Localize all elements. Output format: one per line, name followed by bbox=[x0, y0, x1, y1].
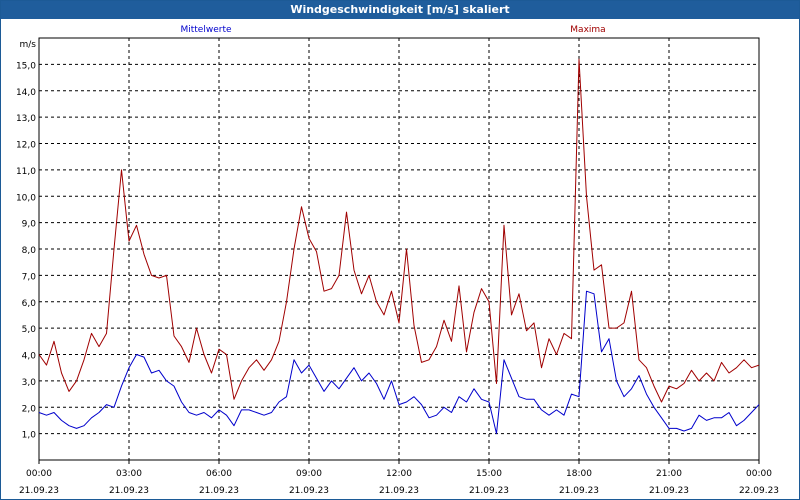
y-tick-label: 2,0 bbox=[22, 404, 37, 414]
y-tick-label: 12,0 bbox=[16, 141, 36, 151]
x-tick-date: 22.09.23 bbox=[739, 486, 779, 496]
plot-frame bbox=[38, 37, 760, 461]
series-line-mittelwerte bbox=[38, 290, 760, 435]
series-line-maxima bbox=[38, 58, 760, 403]
x-tick-time: 06:00 bbox=[206, 469, 232, 479]
y-tick-label: 15,0 bbox=[16, 61, 36, 71]
y-tick-label: 10,0 bbox=[16, 193, 36, 203]
y-tick-label: 13,0 bbox=[16, 114, 36, 124]
y-tick-label: 7,0 bbox=[22, 272, 37, 282]
y-tick-label: 8,0 bbox=[22, 246, 37, 256]
chart-title: Windgeschwindigkeit [m/s] skaliert bbox=[1, 1, 799, 19]
x-tick-date: 21.09.23 bbox=[199, 486, 239, 496]
y-tick-label: 14,0 bbox=[16, 88, 36, 98]
y-tick-label: 5,0 bbox=[22, 325, 37, 335]
series-lines bbox=[38, 58, 760, 435]
x-tick-date: 21.09.23 bbox=[649, 486, 689, 496]
y-axis-unit: m/s bbox=[20, 40, 37, 50]
x-tick-date: 21.09.23 bbox=[559, 486, 599, 496]
y-tick-label: 9,0 bbox=[22, 220, 37, 230]
x-tick-time: 00:00 bbox=[746, 469, 772, 479]
x-tick-date: 21.09.23 bbox=[19, 486, 59, 496]
legend-label-mittelwerte: Mittelwerte bbox=[180, 25, 231, 35]
plot-axes bbox=[38, 37, 760, 464]
x-tick-time: 15:00 bbox=[476, 469, 502, 479]
x-tick-time: 21:00 bbox=[656, 469, 682, 479]
y-tick-label: 4,0 bbox=[22, 352, 37, 362]
x-tick-date: 21.09.23 bbox=[289, 486, 329, 496]
y-tick-label: 3,0 bbox=[22, 378, 37, 388]
chart-labels: 1,0 2,0 3,0 4,0 5,0 6,0 7,0 8,0 9,0 10,0 11,0 12,0 1… bbox=[16, 25, 779, 496]
x-tick-time: 09:00 bbox=[296, 469, 322, 479]
x-tick-time: 03:00 bbox=[116, 469, 142, 479]
x-tick-time: 18:00 bbox=[566, 469, 592, 479]
y-tick-label: 6,0 bbox=[22, 299, 37, 309]
x-tick-date: 21.09.23 bbox=[379, 486, 419, 496]
y-tick-label: 1,0 bbox=[22, 431, 37, 441]
y-tick-label: 11,0 bbox=[16, 167, 36, 177]
x-tick-date: 21.09.23 bbox=[109, 486, 149, 496]
x-tick-time: 12:00 bbox=[386, 469, 412, 479]
x-tick-time: 00:00 bbox=[26, 469, 52, 479]
grid-lines bbox=[39, 38, 759, 460]
x-tick-date: 21.09.23 bbox=[469, 486, 509, 496]
legend-label-maxima: Maxima bbox=[570, 25, 605, 35]
